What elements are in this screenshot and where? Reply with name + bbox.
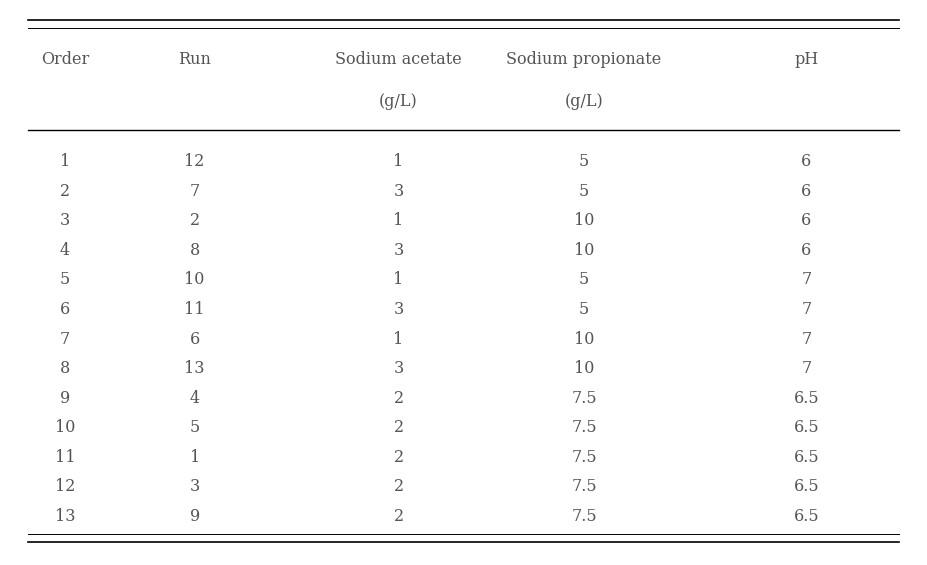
Text: 6.5: 6.5 <box>794 508 819 525</box>
Text: 10: 10 <box>574 212 594 229</box>
Text: 2: 2 <box>394 449 403 466</box>
Text: Order: Order <box>41 51 89 68</box>
Text: 6: 6 <box>801 153 812 170</box>
Text: 5: 5 <box>578 182 590 200</box>
Text: 9: 9 <box>189 508 200 525</box>
Text: (g/L): (g/L) <box>379 93 418 110</box>
Text: 2: 2 <box>60 182 70 200</box>
Text: 5: 5 <box>59 271 70 288</box>
Text: 7.5: 7.5 <box>571 508 597 525</box>
Text: 7: 7 <box>801 301 812 318</box>
Text: 2: 2 <box>394 419 403 436</box>
Text: 10: 10 <box>574 331 594 347</box>
Text: 3: 3 <box>393 182 404 200</box>
Text: Sodium acetate: Sodium acetate <box>336 51 462 68</box>
Text: 4: 4 <box>60 242 70 259</box>
Text: 12: 12 <box>55 478 75 496</box>
Text: 3: 3 <box>393 360 404 377</box>
Text: 10: 10 <box>574 360 594 377</box>
Text: 6.5: 6.5 <box>794 449 819 466</box>
Text: 11: 11 <box>55 449 75 466</box>
Text: 1: 1 <box>189 449 200 466</box>
Text: 7.5: 7.5 <box>571 449 597 466</box>
Text: 6: 6 <box>59 301 70 318</box>
Text: 7.5: 7.5 <box>571 419 597 436</box>
Text: 6: 6 <box>189 331 200 347</box>
Text: 7: 7 <box>189 182 200 200</box>
Text: 7.5: 7.5 <box>571 478 597 496</box>
Text: 1: 1 <box>393 212 404 229</box>
Text: 7: 7 <box>59 331 70 347</box>
Text: 8: 8 <box>189 242 200 259</box>
Text: Sodium propionate: Sodium propionate <box>506 51 662 68</box>
Text: 5: 5 <box>189 419 200 436</box>
Text: 5: 5 <box>578 153 590 170</box>
Text: 10: 10 <box>184 271 205 288</box>
Text: 6.5: 6.5 <box>794 419 819 436</box>
Text: 6.5: 6.5 <box>794 478 819 496</box>
Text: 6.5: 6.5 <box>794 390 819 407</box>
Text: 7: 7 <box>801 360 812 377</box>
Text: 6: 6 <box>801 182 812 200</box>
Text: 2: 2 <box>394 508 403 525</box>
Text: 10: 10 <box>55 419 75 436</box>
Text: 3: 3 <box>393 242 404 259</box>
Text: 1: 1 <box>393 331 404 347</box>
Text: 5: 5 <box>578 301 590 318</box>
Text: 6: 6 <box>801 242 812 259</box>
Text: 10: 10 <box>574 242 594 259</box>
Text: 2: 2 <box>190 212 199 229</box>
Text: 5: 5 <box>578 271 590 288</box>
Text: 2: 2 <box>394 390 403 407</box>
Text: 6: 6 <box>801 212 812 229</box>
Text: 3: 3 <box>189 478 200 496</box>
Text: 8: 8 <box>59 360 70 377</box>
Text: 1: 1 <box>393 271 404 288</box>
Text: pH: pH <box>794 51 819 68</box>
Text: (g/L): (g/L) <box>565 93 603 110</box>
Text: 1: 1 <box>59 153 70 170</box>
Text: 12: 12 <box>184 153 205 170</box>
Text: 13: 13 <box>184 360 205 377</box>
Text: 13: 13 <box>55 508 75 525</box>
Text: 7: 7 <box>801 331 812 347</box>
Text: 1: 1 <box>393 153 404 170</box>
Text: 3: 3 <box>59 212 70 229</box>
Text: 11: 11 <box>184 301 205 318</box>
Text: 7.5: 7.5 <box>571 390 597 407</box>
Text: 3: 3 <box>393 301 404 318</box>
Text: 7: 7 <box>801 271 812 288</box>
Text: Run: Run <box>178 51 211 68</box>
Text: 2: 2 <box>394 478 403 496</box>
Text: 4: 4 <box>190 390 199 407</box>
Text: 9: 9 <box>59 390 70 407</box>
